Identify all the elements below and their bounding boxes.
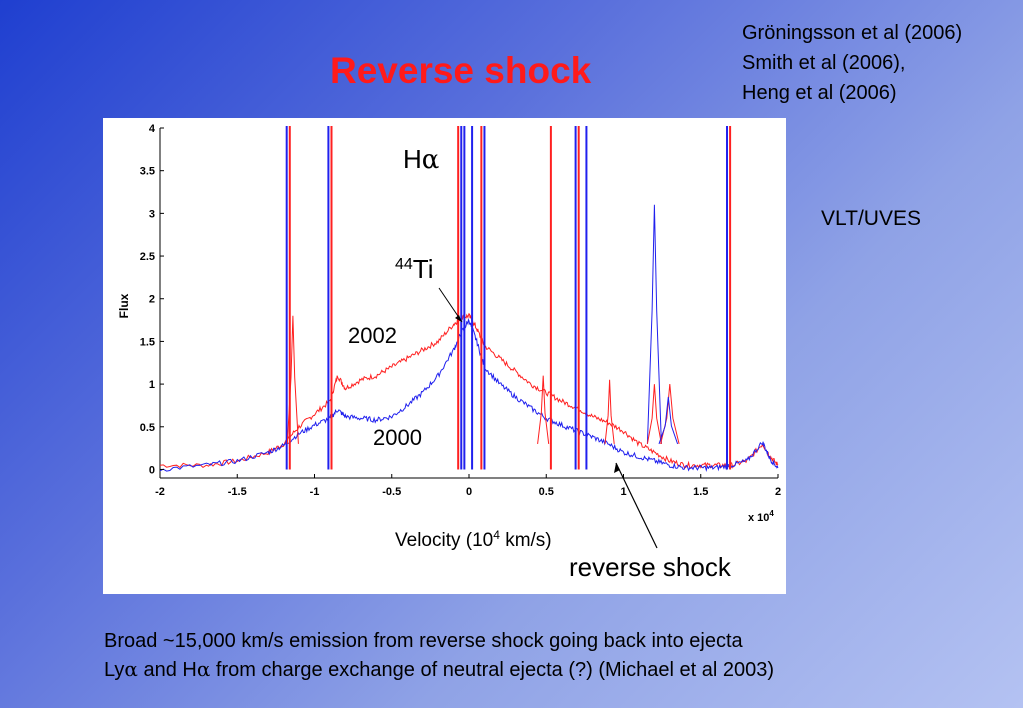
caption-alpha-2: α	[196, 657, 211, 681]
y-axis-label: Flux	[117, 293, 131, 318]
spectrum-chart: -2 -1.5 -1 -0.5 0 0.5 1 1.5 2 0 0.5 1 1.5 2 2.5 3 3.5 4 F…	[117, 123, 781, 582]
chart-axes	[159, 128, 778, 479]
references: Gröningsson et al (2006) Smith et al (20…	[742, 18, 962, 108]
caption-ly: Ly	[104, 659, 125, 681]
caption-alpha-1: α	[124, 657, 138, 681]
reference-1: Gröningsson et al (2006)	[742, 22, 963, 44]
spectrum-plot-panel: -2 -1.5 -1 -0.5 0 0.5 1 1.5 2 0 0.5 1 1.5 2 2.5 3 3.5 4 F…	[103, 118, 786, 594]
slide-caption: Broad ~15,000 km/s emission from reverse…	[104, 627, 774, 684]
x-tick-label: -1.5	[228, 486, 247, 498]
chart-spike-layer	[285, 126, 732, 470]
x-axis-label: Velocity (104 km/s)	[395, 528, 552, 551]
y-tick-label: 0.5	[140, 422, 155, 434]
y-tick-label: 2.5	[140, 251, 155, 263]
reference-2: Smith et al (2006),	[742, 52, 906, 74]
reverse-shock-arrow-line	[615, 462, 658, 549]
caption-rest: from charge exchange of neutral ejecta (…	[210, 659, 774, 681]
y-tick-label: 1	[149, 379, 155, 391]
x-multiplier-exp: 4	[769, 509, 774, 518]
y-tick-label: 4	[149, 123, 156, 135]
emission-bump	[604, 379, 615, 444]
x-multiplier-base: x 10	[748, 512, 769, 524]
y-tick-label: 3.5	[140, 166, 155, 178]
instrument-label: VLT/UVES	[821, 207, 921, 230]
x-multiplier-label: x 104	[748, 509, 774, 524]
emission-bump	[537, 375, 550, 444]
x-tick-label: 0	[466, 486, 472, 498]
reverse-shock-arrow-head	[614, 463, 620, 473]
caption-line-2: Lyα and Hα from charge exchange of neutr…	[104, 655, 774, 684]
emission-bump	[646, 204, 662, 444]
x-tick-label: -2	[155, 486, 165, 498]
x-axis-label-prefix: Velocity (10	[395, 530, 493, 551]
y-tick-label: 2	[149, 294, 155, 306]
chart-tick-layer: -2 -1.5 -1 -0.5 0 0.5 1 1.5 2 0 0.5 1 1.5 2 2.5 3 3.5 4	[140, 123, 781, 498]
x-tick-label: 1.5	[693, 486, 708, 498]
ti44-arrow-head	[455, 315, 462, 322]
label-2000: 2000	[373, 425, 422, 450]
y-tick-label: 0	[149, 464, 155, 476]
emission-bump	[646, 384, 662, 444]
ti44-sup: 44	[395, 256, 413, 273]
x-axis-label-suffix: km/s)	[500, 530, 552, 551]
halpha-alpha: α	[422, 145, 440, 175]
y-tick-label: 1.5	[140, 336, 155, 348]
emission-bump	[658, 396, 679, 445]
label-2002: 2002	[348, 323, 397, 348]
x-axis-label-sup: 4	[493, 528, 500, 542]
chart-series-layer	[159, 312, 779, 473]
halpha-annotation: Hα	[403, 144, 439, 175]
ti44-annotation: 44Ti	[395, 254, 434, 284]
halpha-h: H	[403, 144, 422, 174]
caption-line-1: Broad ~15,000 km/s emission from reverse…	[104, 630, 743, 652]
y-tick-label: 3	[149, 208, 155, 220]
series-line-2000	[159, 317, 779, 473]
emission-bump	[286, 315, 299, 444]
reverse-shock-annotation: reverse shock	[569, 552, 732, 582]
x-tick-label: 2	[775, 486, 781, 498]
series-line-2002	[159, 312, 779, 469]
ti44-main: Ti	[413, 254, 434, 284]
reference-3: Heng et al (2006)	[742, 82, 897, 104]
x-tick-label: -0.5	[382, 486, 401, 498]
slide-title: Reverse shock	[330, 50, 592, 91]
caption-and-h: and H	[137, 659, 197, 681]
x-tick-label: 1	[620, 486, 626, 498]
x-tick-label: 0.5	[539, 486, 554, 498]
x-tick-label: -1	[310, 486, 320, 498]
